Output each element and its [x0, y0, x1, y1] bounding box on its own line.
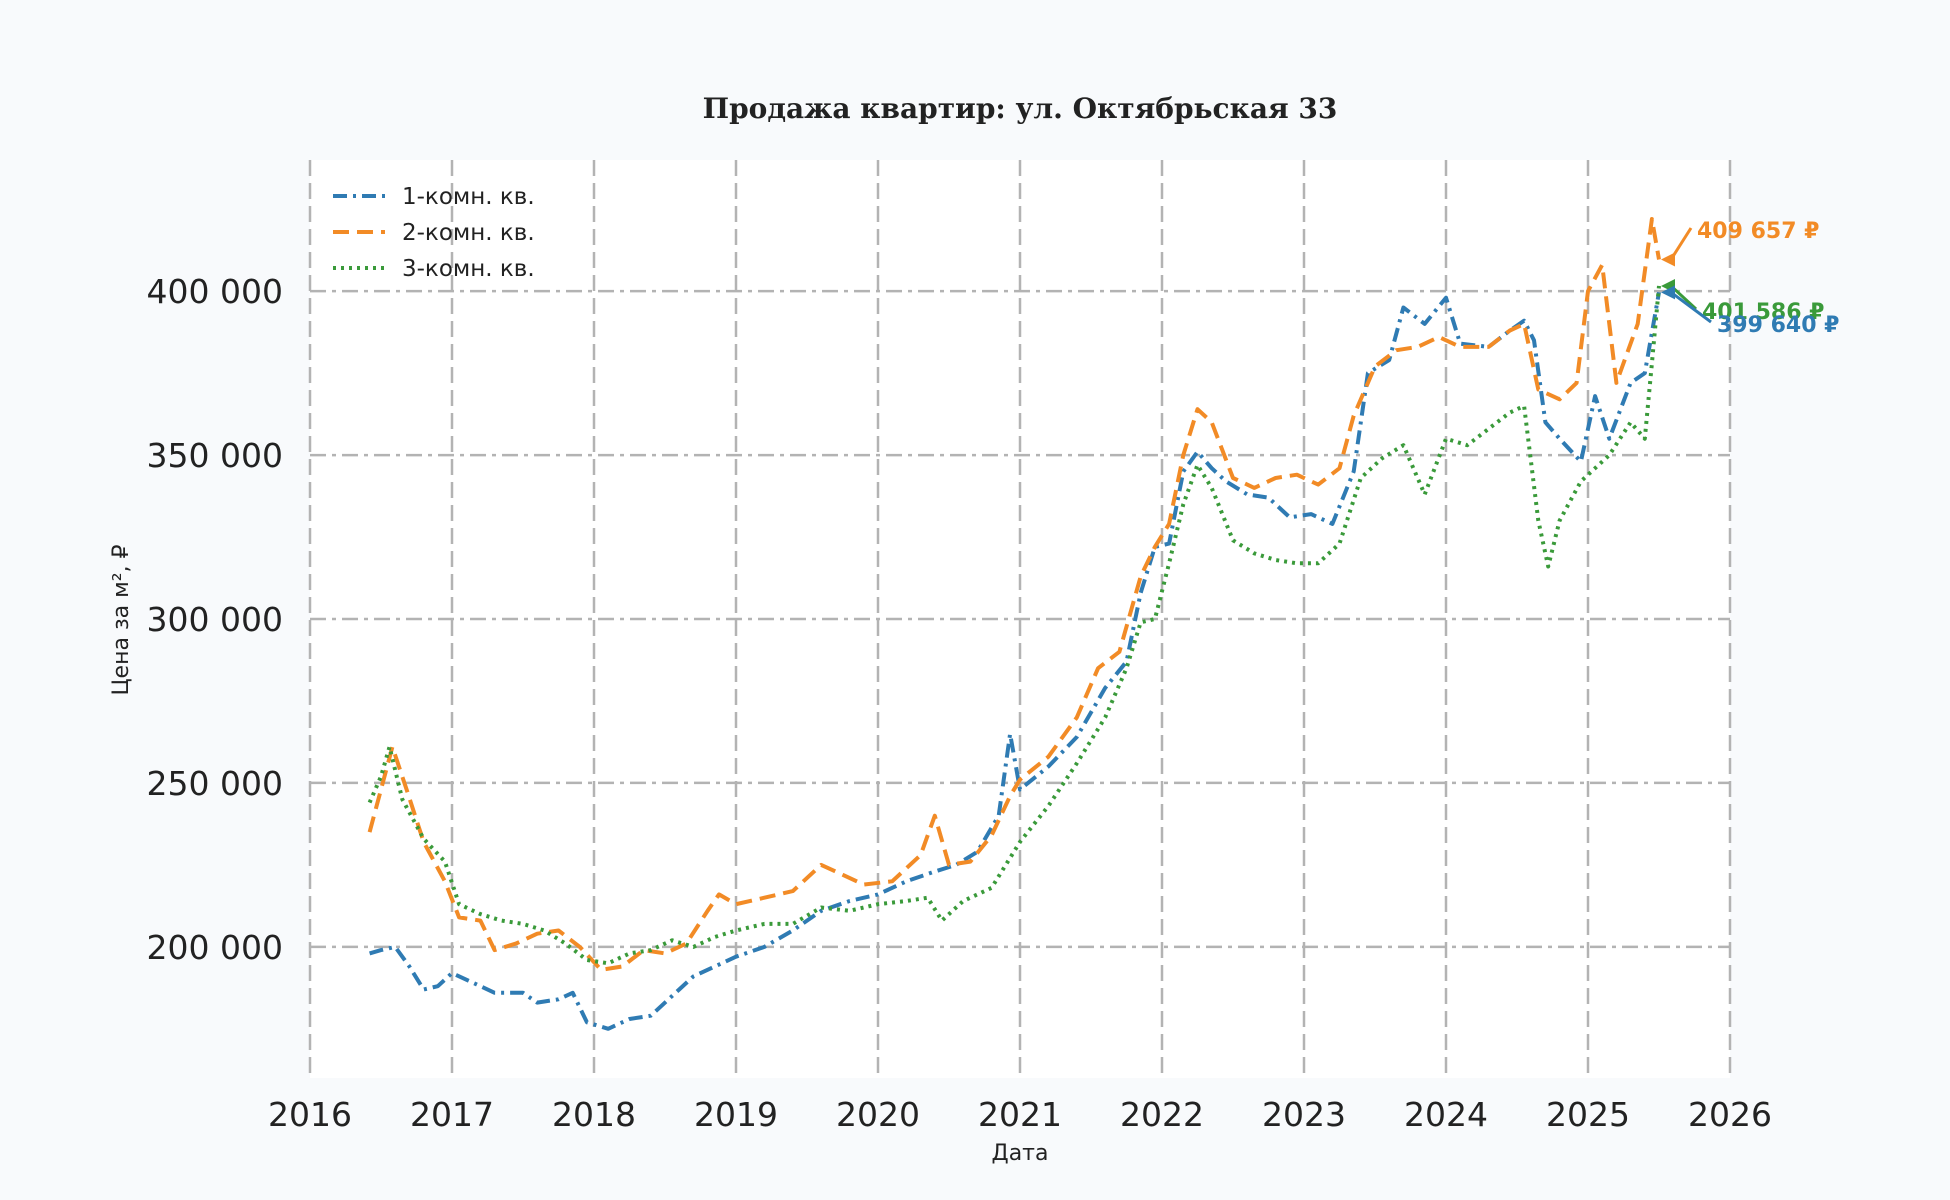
x-tick-label: 2017: [410, 1095, 494, 1134]
annotation-label: 399 640 ₽: [1717, 313, 1839, 338]
annotation-label: 401 586 ₽: [1702, 300, 1824, 325]
legend-label: 1-комн. кв.: [402, 184, 535, 210]
grid: [308, 160, 1732, 1078]
y-axis-label: Цена за м², ₽: [109, 544, 134, 695]
x-tick-label: 2018: [552, 1095, 636, 1134]
chart-title: Продажа квартир: ул. Октябрьская 33: [703, 92, 1338, 125]
legend: 1-комн. кв. 2-комн. кв. 3-комн. кв.: [333, 184, 535, 282]
annotation-arrowhead: [1661, 285, 1675, 300]
x-tick-label: 2021: [978, 1095, 1062, 1134]
y-tick-label: 250 000: [147, 764, 283, 803]
series-line: [369, 291, 1661, 1031]
x-axis-ticks: 2016 2017 2018 2019 2020 2021 2022 2023 2024 2025…: [268, 1095, 1772, 1134]
series-line: [367, 217, 1661, 972]
x-tick-label: 2019: [694, 1095, 778, 1134]
annotation-arrow: [1670, 291, 1712, 324]
x-tick-label: 2020: [836, 1095, 920, 1134]
x-tick-label: 2026: [1688, 1095, 1772, 1134]
x-tick-label: 2022: [1120, 1095, 1204, 1134]
x-tick-label: 2024: [1404, 1095, 1488, 1134]
legend-label: 2-комн. кв.: [402, 220, 535, 246]
x-tick-label: 2023: [1262, 1095, 1346, 1134]
annotation-label: 409 657 ₽: [1697, 219, 1819, 244]
y-tick-label: 400 000: [147, 272, 283, 311]
y-tick-label: 350 000: [147, 436, 283, 475]
series-line: [367, 285, 1661, 966]
legend-label: 3-комн. кв.: [402, 256, 535, 282]
x-tick-label: 2025: [1546, 1095, 1630, 1134]
x-axis-label: Дата: [992, 1141, 1049, 1166]
y-tick-label: 200 000: [147, 928, 283, 967]
annotations: 409 657 ₽ 401 586 ₽399 640 ₽: [1661, 219, 1839, 338]
annotation-arrow: [1669, 284, 1698, 311]
series-lines: [367, 217, 1661, 1031]
annotation-arrowhead: [1661, 252, 1675, 267]
y-axis-ticks: 200 000 250 000 300 000 350 000 400 000: [147, 272, 283, 967]
x-tick-label: 2016: [268, 1095, 352, 1134]
y-tick-label: 300 000: [147, 600, 283, 639]
